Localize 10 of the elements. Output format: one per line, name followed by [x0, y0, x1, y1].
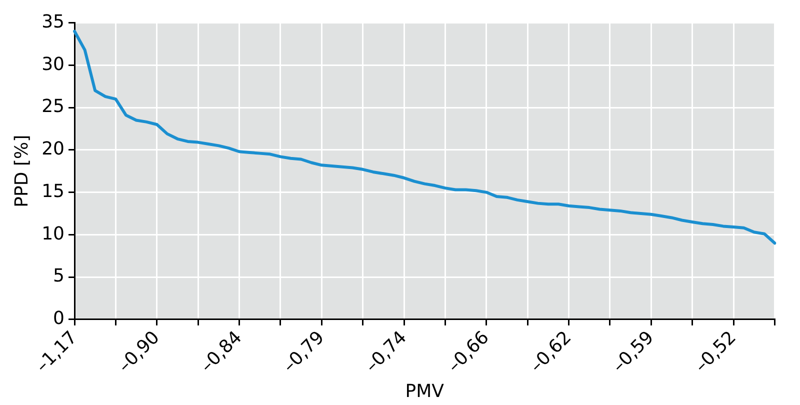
- y-tick-label: 30: [42, 54, 65, 75]
- y-tick-label: 35: [42, 11, 65, 32]
- y-tick-label: 0: [53, 308, 65, 330]
- y-tick-label: 5: [53, 266, 65, 287]
- y-tick-label: 15: [42, 180, 65, 202]
- x-axis-title: PMV: [405, 380, 445, 402]
- y-tick-label: 10: [42, 223, 65, 244]
- y-tick-label: 25: [42, 96, 65, 118]
- y-tick-label: 20: [42, 138, 65, 160]
- y-axis-title: PPD [%]: [11, 134, 32, 208]
